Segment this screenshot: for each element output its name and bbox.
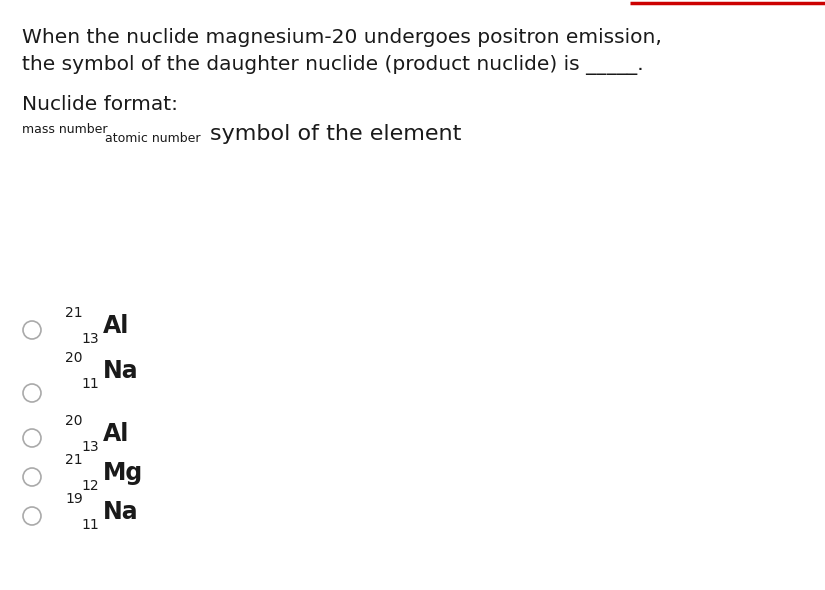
Text: 19: 19 — [65, 492, 82, 506]
Text: 11: 11 — [81, 377, 99, 391]
Text: symbol of the element: symbol of the element — [210, 124, 461, 144]
Text: Al: Al — [103, 314, 130, 338]
Text: 11: 11 — [81, 518, 99, 532]
Text: Mg: Mg — [103, 461, 144, 485]
Text: When the nuclide magnesium-20 undergoes positron emission,: When the nuclide magnesium-20 undergoes … — [22, 28, 662, 47]
Text: mass number: mass number — [22, 123, 107, 136]
Text: 20: 20 — [65, 414, 82, 428]
Text: 12: 12 — [81, 479, 99, 493]
Text: Na: Na — [103, 500, 139, 524]
Text: the symbol of the daughter nuclide (product nuclide) is _____.: the symbol of the daughter nuclide (prod… — [22, 55, 644, 75]
Text: 20: 20 — [65, 351, 82, 365]
Text: Na: Na — [103, 359, 139, 383]
Text: Nuclide format:: Nuclide format: — [22, 95, 178, 114]
Text: 21: 21 — [65, 453, 82, 467]
Text: 21: 21 — [65, 306, 82, 320]
Text: 13: 13 — [81, 332, 99, 346]
Text: Al: Al — [103, 422, 130, 446]
Text: 13: 13 — [81, 440, 99, 454]
Text: atomic number: atomic number — [105, 132, 200, 145]
